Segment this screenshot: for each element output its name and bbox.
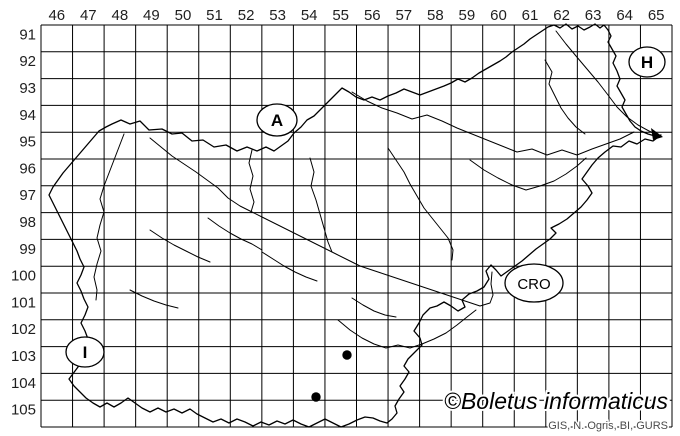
left-axis-label: 100 <box>11 268 36 285</box>
river-scavnica <box>544 59 586 135</box>
left-axis-label: 105 <box>11 402 36 419</box>
left-axis-label: 94 <box>19 107 36 124</box>
river-sava <box>149 137 494 307</box>
river-kamniska-bistrica <box>309 157 333 253</box>
country-label-text: CRO <box>517 276 550 293</box>
occurrence-dot <box>311 392 321 402</box>
top-axis-label: 60 <box>490 7 507 24</box>
left-axis-label: 104 <box>11 375 36 392</box>
top-axis-label: 53 <box>269 7 286 24</box>
river-mirna <box>351 297 397 318</box>
top-axis-label: 59 <box>459 7 476 24</box>
country-label-italy: I <box>65 336 105 368</box>
river-savinja <box>387 147 454 261</box>
river-kokra <box>248 149 255 213</box>
top-axis-label: 48 <box>112 7 129 24</box>
attribution-text: GIS, N. Ogris, BI, GURS <box>548 420 668 432</box>
top-axis-label: 51 <box>206 7 223 24</box>
top-axis-label: 58 <box>427 7 444 24</box>
river-ljubljanica <box>261 251 318 282</box>
country-label-hungary: H <box>628 46 666 78</box>
left-axis-label: 99 <box>19 241 36 258</box>
left-axis-label: 98 <box>19 214 36 231</box>
left-axis-label: 91 <box>19 26 36 43</box>
left-axis-label: 102 <box>11 321 36 338</box>
top-axis-label: 61 <box>522 7 539 24</box>
grid-lines <box>40 24 673 428</box>
country-label-croatia: CRO <box>504 263 564 303</box>
top-axis-label: 64 <box>616 7 633 24</box>
country-border <box>48 23 662 428</box>
country-label-text: H <box>641 53 653 72</box>
top-axis-label: 52 <box>238 7 255 24</box>
top-axis-label: 57 <box>395 7 412 24</box>
occurrence-dots <box>311 350 352 402</box>
copyright-text: ©Boletus informaticus <box>444 388 669 414</box>
left-axis-label: 96 <box>19 160 36 177</box>
left-axis-labels: 91 92 93 94 95 96 97 98 99 100 101 102 103 104 105 <box>11 26 36 418</box>
country-labels: A H CRO I <box>65 46 666 368</box>
top-axis-label: 46 <box>48 7 65 24</box>
country-label-ellipse <box>504 263 564 303</box>
river-mura <box>555 30 658 136</box>
top-axis-label: 55 <box>332 7 349 24</box>
river-arrowhead <box>651 128 663 140</box>
country-label-ellipse <box>628 46 666 78</box>
top-axis-label: 47 <box>80 7 97 24</box>
slovenia-outline <box>48 23 663 428</box>
top-axis-label: 49 <box>143 7 160 24</box>
river-idrijca <box>149 229 211 263</box>
occurrence-dot <box>342 350 352 360</box>
left-axis-label: 103 <box>11 348 36 365</box>
left-axis-label: 101 <box>11 294 36 311</box>
left-axis-label: 93 <box>19 80 36 97</box>
river-sora <box>207 217 263 251</box>
country-label-text: I <box>83 343 88 362</box>
river-soca <box>93 133 125 301</box>
top-axis-labels: 46 47 48 49 50 51 52 53 54 55 56 57 58 59 60 61 62 63 64 65 <box>48 7 664 24</box>
top-axis-label: 65 <box>648 7 665 24</box>
country-label-text: A <box>271 111 283 130</box>
river-vipava <box>129 289 179 309</box>
left-axis-label: 97 <box>19 187 36 204</box>
top-axis-label: 54 <box>301 7 318 24</box>
top-axis-label: 63 <box>585 7 602 24</box>
river-drava <box>351 91 635 156</box>
country-label-ellipse <box>65 336 105 368</box>
river-krka <box>337 309 477 349</box>
left-axis-label: 92 <box>19 53 36 70</box>
top-axis-label: 50 <box>175 7 192 24</box>
top-axis-label: 62 <box>553 7 570 24</box>
left-axis-label: 95 <box>19 134 36 151</box>
country-label-ellipse <box>256 103 298 137</box>
top-axis-label: 56 <box>364 7 381 24</box>
river-dravinja <box>469 157 587 191</box>
country-label-austria: A <box>256 103 298 137</box>
